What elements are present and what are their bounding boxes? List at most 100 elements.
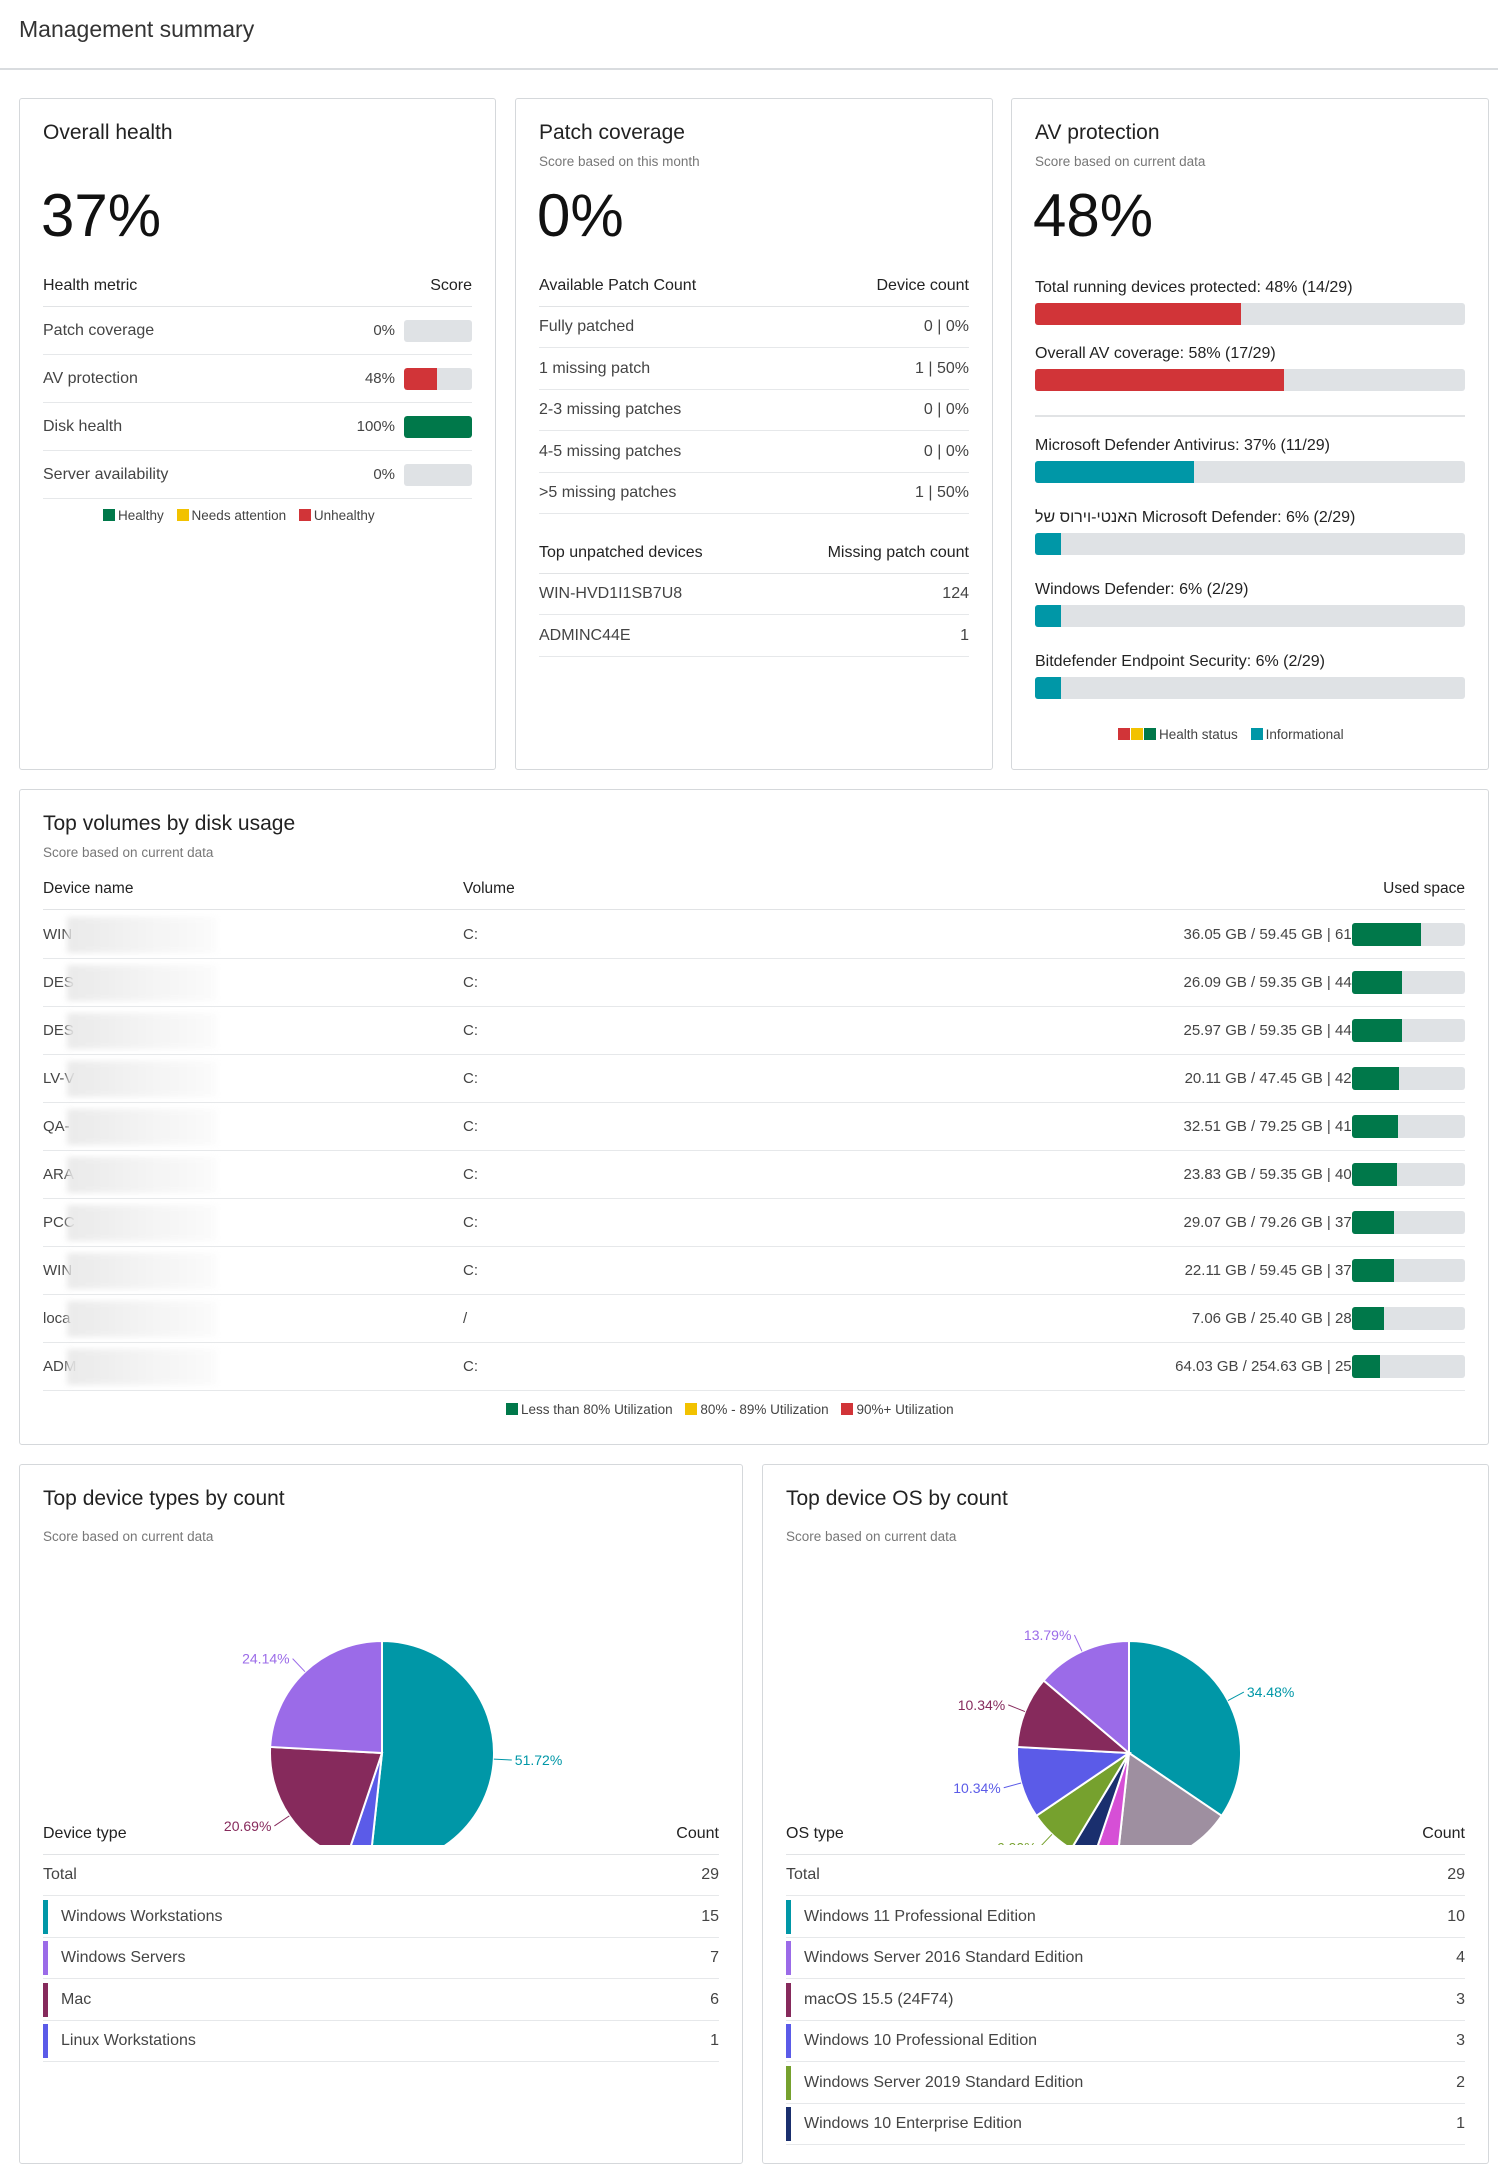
type-label[interactable]: Windows Workstations (61, 1907, 223, 1925)
volume-device-name[interactable]: loca (43, 1310, 71, 1327)
av-protection-card: AV protection Score based on current dat… (1011, 98, 1489, 770)
type-count-row[interactable]: Linux Workstations 1 (43, 2021, 719, 2062)
type-count-row[interactable]: Windows Servers 7 (43, 1938, 719, 1979)
type-label[interactable]: Windows Server 2016 Standard Edition (804, 1949, 1084, 1966)
pie-slice[interactable] (346, 1752, 383, 1845)
patch-coverage-title: Patch coverage (539, 121, 685, 144)
volume-row[interactable]: WIN C: 36.05 GB / 59.45 GB | 61% (43, 911, 1465, 959)
col-available-patch-count: Available Patch Count (539, 276, 697, 294)
type-label[interactable]: Windows 10 Professional Edition (804, 2032, 1038, 2049)
volume-device-name[interactable]: WIN (43, 926, 73, 943)
av-progress-fill (1035, 605, 1061, 627)
pie-slice[interactable] (1093, 1752, 1130, 1845)
health-table-header: Health metric Score (43, 265, 472, 307)
volume-used-space: 32.51 GB / 79.25 GB | 41% (1183, 1118, 1365, 1135)
type-label[interactable]: Mac (61, 1990, 92, 2008)
unpatched-device-row[interactable]: ADMINC44E 1 (539, 616, 969, 657)
volume-row[interactable]: DES C: 26.09 GB / 59.35 GB | 44% (43, 959, 1465, 1007)
pie-slice[interactable] (1117, 1751, 1224, 1845)
redacted-device-name (67, 1013, 217, 1049)
type-label[interactable]: Windows 11 Professional Edition (804, 1907, 1036, 1925)
volume-row[interactable]: WIN C: 22.11 GB / 59.45 GB | 37% (43, 1247, 1465, 1295)
volume-device-name[interactable]: WIN (43, 1262, 73, 1279)
volume-usage-bar (1352, 1307, 1465, 1330)
overall-health-score: 37% (41, 182, 162, 249)
redacted-device-name (67, 1253, 217, 1289)
type-label[interactable]: Windows Server 2019 Standard Edition (804, 2073, 1084, 2091)
legend-90-plus: 90%+ Utilization (856, 1402, 954, 1417)
av-progress-bar (1035, 677, 1465, 699)
volume-letter: C: (463, 926, 478, 943)
volume-usage-fill (1352, 1355, 1381, 1378)
total-row: Total 29 (786, 1855, 1465, 1896)
volume-device-name[interactable]: ARA (43, 1166, 74, 1183)
col-health-metric: Health metric (43, 276, 138, 294)
volume-letter: C: (463, 1214, 478, 1231)
unpatched-device-row[interactable]: WIN-HVD1I1SB7U8 124 (539, 574, 969, 615)
type-count: 10 (1447, 1907, 1465, 1925)
series-color-marker (786, 2107, 791, 2141)
type-count-row[interactable]: Windows Server 2016 Standard Edition 4 (786, 1938, 1465, 1979)
volume-device-name[interactable]: LV-V (43, 1070, 75, 1087)
type-count-row[interactable]: Mac 6 (43, 1980, 719, 2021)
type-count-row[interactable]: Windows 10 Professional Edition 3 (786, 2021, 1465, 2062)
av-progress-fill (1035, 677, 1061, 699)
volume-row[interactable]: DES C: 25.97 GB / 59.35 GB | 44% (43, 1007, 1465, 1055)
col-count: Count (676, 1824, 719, 1842)
type-count-row[interactable]: macOS 15.5 (24F74) 3 (786, 1980, 1465, 2021)
type-label[interactable]: Linux Workstations (61, 2032, 196, 2049)
volume-row[interactable]: LV-V C: 20.11 GB / 47.45 GB | 42% (43, 1055, 1465, 1103)
type-count-row[interactable]: Windows 10 Enterprise Edition 1 (786, 2104, 1465, 2145)
volume-device-name[interactable]: DES (43, 1022, 74, 1039)
av-protection-subtitle: Score based on current data (1035, 154, 1206, 169)
volume-device-name[interactable]: PCC (43, 1214, 75, 1231)
redacted-device-name (67, 965, 217, 1001)
overall-health-title: Overall health (43, 121, 173, 144)
volume-usage-fill (1352, 1115, 1399, 1138)
unpatched-device-name[interactable]: ADMINC44E (539, 626, 631, 644)
legend-health-status: Health status (1159, 727, 1238, 742)
patch-count-value: 1 | 50% (915, 484, 969, 501)
patch-count-row: 4-5 missing patches 0 | 0% (539, 432, 969, 473)
health-metric-bar (404, 319, 472, 342)
av-progress-bar (1035, 605, 1465, 627)
volume-device-name[interactable]: QA- (43, 1118, 70, 1135)
pie-leader-line (1008, 1704, 1026, 1713)
type-count-row[interactable]: Windows Server 2019 Standard Edition 2 (786, 2063, 1465, 2104)
device-os-title: Top device OS by count (786, 1487, 1008, 1510)
redacted-device-name (67, 1109, 217, 1145)
patch-count-row: 2-3 missing patches 0 | 0% (539, 390, 969, 431)
volume-usage-bar (1352, 1211, 1465, 1234)
volume-usage-fill (1352, 1259, 1394, 1282)
volume-row[interactable]: PCC C: 29.07 GB / 79.26 GB | 37% (43, 1199, 1465, 1247)
pie-slice[interactable] (1016, 1745, 1133, 1818)
volume-row[interactable]: ADM C: 64.03 GB / 254.63 GB | 25% (43, 1343, 1465, 1391)
pie-slice[interactable] (269, 1745, 384, 1845)
health-metric-bar (404, 463, 472, 486)
type-count: 7 (710, 1949, 719, 1966)
missing-patch-count: 1 (960, 626, 969, 644)
volume-row[interactable]: ARA C: 23.83 GB / 59.35 GB | 40% (43, 1151, 1465, 1199)
unpatched-device-name[interactable]: WIN-HVD1I1SB7U8 (539, 585, 683, 602)
volume-device-name[interactable]: DES (43, 974, 74, 991)
type-label[interactable]: macOS 15.5 (24F74) (804, 1990, 954, 2008)
type-label[interactable]: Windows Servers (61, 1949, 186, 1966)
volume-usage-fill (1352, 1019, 1402, 1042)
device-os-table-header: OS type Count (786, 1813, 1465, 1855)
type-count-row[interactable]: Windows Workstations 15 (43, 1897, 719, 1938)
series-color-marker (43, 2024, 48, 2058)
patch-count-label: 4-5 missing patches (539, 442, 682, 460)
volume-row[interactable]: loca / 7.06 GB / 25.40 GB | 28% (43, 1295, 1465, 1343)
type-label[interactable]: Windows 10 Enterprise Edition (804, 2115, 1022, 2132)
col-volume: Volume (463, 879, 515, 897)
volume-letter: C: (463, 1166, 478, 1183)
type-count-row[interactable]: Windows 11 Professional Edition 10 (786, 1897, 1465, 1938)
pie-slice[interactable] (1042, 1639, 1130, 1756)
total-label: Total (786, 1866, 820, 1883)
pie-slice[interactable] (1128, 1639, 1242, 1818)
pie-slice[interactable] (1016, 1679, 1132, 1755)
total-count: 29 (701, 1866, 719, 1883)
volume-used-space: 29.07 GB / 79.26 GB | 37% (1183, 1214, 1365, 1231)
type-count: 15 (701, 1907, 719, 1925)
volume-row[interactable]: QA- C: 32.51 GB / 79.25 GB | 41% (43, 1103, 1465, 1151)
